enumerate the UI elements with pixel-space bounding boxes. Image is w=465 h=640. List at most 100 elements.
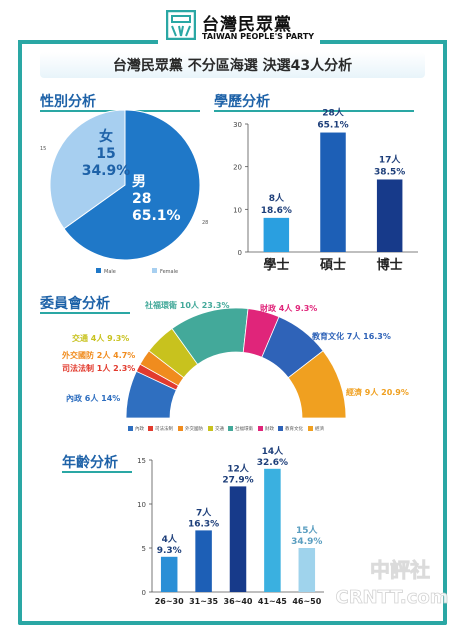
watermark-line2: CRNTT.com (335, 587, 448, 608)
legend-label-外交國防: 外交國防 (185, 425, 203, 432)
pie-label-male-count: 28 (132, 191, 151, 207)
legend-label-交通: 交通 (215, 425, 224, 432)
y-tick-label: 10 (137, 501, 146, 509)
legend-label-社福環衛: 社福環衛 (235, 425, 253, 432)
donut-slice-經濟 (287, 350, 347, 419)
pie-label-female-percent: 34.9% (82, 163, 131, 179)
donut-label-財政: 財政 4人 9.3% (259, 303, 317, 313)
pie-outer-label-female: 15 (40, 146, 46, 152)
page-title: 台灣民眾黨 不分區海選 決選43人分析 (112, 58, 353, 74)
donut-label-社福環衛: 社福環衛 10人 23.3% (144, 300, 229, 310)
bar-36~40 (229, 486, 247, 592)
age-section-underline (62, 471, 132, 473)
x-tick-label: 46~50 (292, 597, 321, 606)
committee-section-title: 委員會分析 (40, 296, 110, 312)
legend-swatch-經濟 (308, 426, 313, 431)
frame-top-left (18, 40, 158, 44)
data-label-percent: 9.3% (157, 546, 182, 556)
legend-swatch-外交國防 (178, 426, 183, 431)
bar-41~45 (264, 468, 281, 592)
x-tick-label: 36~40 (224, 597, 253, 606)
legend-label-male: Male (104, 269, 116, 275)
x-tick-label: 碩士 (320, 257, 346, 273)
donut-label-外交國防: 外交國防 2人 4.7% (62, 350, 135, 360)
party-name-cn: 台灣民眾黨 (202, 15, 292, 35)
pie-label-female-name: 女 (99, 128, 113, 145)
bar-碩士 (320, 132, 346, 252)
y-tick-label: 0 (238, 249, 242, 257)
donut-label-交通: 交通 4人 9.3% (72, 333, 129, 343)
x-tick-label: 學士 (263, 257, 289, 273)
legend-swatch-社福環衛 (228, 426, 233, 431)
y-tick-label: 20 (233, 164, 242, 172)
donut-label-教育文化: 教育文化 7人 16.3% (311, 331, 391, 341)
x-tick-label: 博士 (377, 257, 403, 273)
frame-top-right (320, 40, 447, 44)
data-label-count: 7人 (196, 506, 212, 518)
pie-label-male-name: 男 (132, 174, 146, 190)
data-label-percent: 34.9% (291, 537, 322, 547)
data-label-percent: 18.6% (261, 206, 292, 216)
data-label-percent: 27.9% (222, 475, 253, 485)
donut-label-經濟: 經濟 9人 20.9% (346, 387, 409, 397)
watermark-line1: 中評社 (370, 558, 430, 582)
education-section-title: 學歷分析 (214, 94, 270, 110)
legend-swatch-司法法制 (148, 426, 153, 431)
legend-swatch-財政 (258, 426, 263, 431)
y-tick-label: 15 (137, 457, 146, 465)
age-section-title: 年齡分析 (62, 455, 118, 471)
data-label-count: 12人 (227, 462, 250, 474)
data-label-percent: 38.5% (374, 167, 405, 177)
committee-section-underline (40, 312, 130, 314)
legend-label-司法法制: 司法法制 (155, 425, 173, 432)
pie-label-female-count: 15 (96, 146, 115, 162)
bar-46~50 (298, 548, 316, 592)
legend-label-財政: 財政 (265, 425, 274, 432)
committee-half-donut-chart: 內政 6人 14% 司法法制 1人 2.3% 外交國防 2人 4.7% 交通 4人 9… (62, 300, 409, 432)
x-tick-label: 41~45 (258, 597, 287, 606)
y-tick-label: 0 (142, 589, 146, 597)
party-name-en: TAIWAN PEOPLE'S PARTY (202, 32, 315, 41)
pie-slice-female (49, 109, 126, 230)
legend-swatch-交通 (208, 426, 213, 431)
watermark: 中評社 CRNTT.com (335, 558, 449, 609)
title-band: 台灣民眾黨 不分區海選 決選43人分析 (40, 52, 425, 78)
y-tick-label: 5 (142, 545, 146, 553)
legend-label-經濟: 經濟 (315, 425, 324, 432)
data-label-count: 28人 (322, 107, 345, 119)
bar-31~35 (195, 530, 212, 592)
data-label-percent: 16.3% (188, 519, 219, 529)
legend-label-教育文化: 教育文化 (285, 425, 303, 432)
data-label-percent: 65.1% (317, 121, 348, 131)
education-section-underline (214, 110, 414, 112)
education-bar-chart: 0 10 20 30 8人 18.6% 學士 28人 65.1% 碩士 17人 38.5% 博士 (233, 107, 418, 273)
bar-博士 (376, 179, 403, 252)
data-label-count: 8人 (269, 192, 285, 204)
data-label-count: 15人 (296, 524, 319, 536)
legend-swatch-male (96, 268, 101, 273)
legend-swatch-教育文化 (278, 426, 283, 431)
legend-label-內政: 內政 (135, 425, 144, 432)
pie-outer-label-male: 28 (202, 220, 208, 226)
bar-26~30 (160, 556, 178, 592)
data-label-count: 4人 (162, 533, 178, 545)
party-logo-icon (166, 10, 196, 40)
data-label-percent: 32.6% (257, 458, 288, 468)
data-label-count: 17人 (379, 153, 402, 165)
page-frame (18, 40, 447, 625)
gender-section-title: 性別分析 (40, 94, 96, 110)
donut-label-內政: 內政 6人 14% (66, 393, 120, 403)
x-tick-label: 26~30 (155, 597, 184, 606)
legend-swatch-內政 (128, 426, 133, 431)
y-tick-label: 10 (233, 206, 242, 214)
y-tick-label: 30 (233, 121, 242, 129)
legend-label-female: Female (160, 269, 178, 275)
x-tick-label: 31~35 (189, 597, 218, 606)
legend-swatch-female (152, 268, 157, 273)
party-logo: 台灣民眾黨 TAIWAN PEOPLE'S PARTY (160, 6, 320, 46)
pie-label-male-percent: 65.1% (132, 208, 181, 224)
donut-label-司法法制: 司法法制 1人 2.3% (62, 363, 135, 373)
